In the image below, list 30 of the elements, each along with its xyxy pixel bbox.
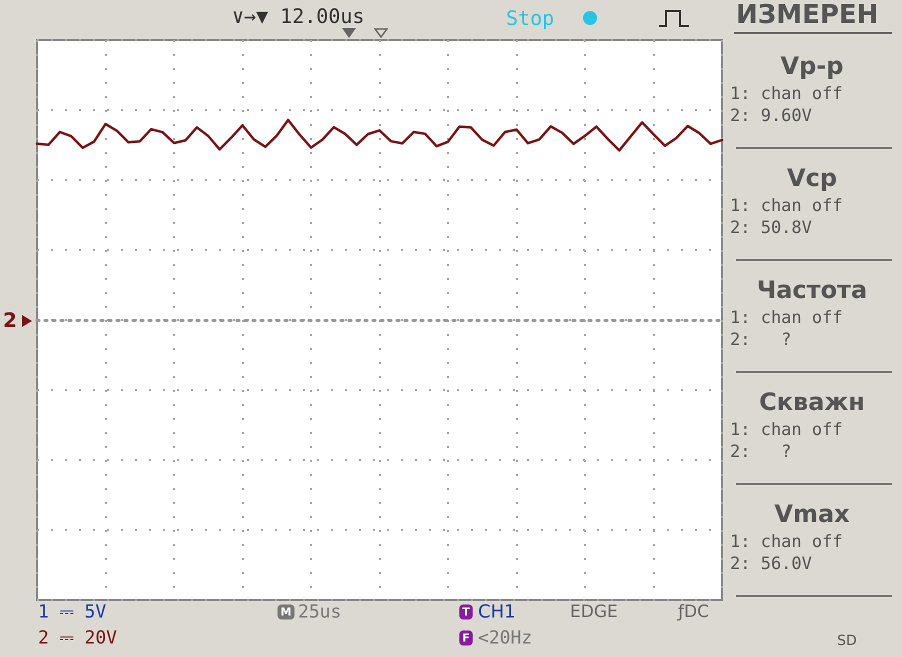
text: 1: chan off <box>730 84 843 104</box>
text: 25us <box>298 602 342 622</box>
text: ИЗМЕРЕН <box>736 0 878 30</box>
text: Частота <box>756 276 868 304</box>
text: ƒDC <box>676 602 709 622</box>
text: Stop <box>506 6 554 30</box>
text: 2: 50.8V <box>730 218 812 238</box>
text: Vp-p <box>780 52 844 80</box>
text: 1: chan off <box>730 308 843 328</box>
text: Vmax <box>774 500 850 528</box>
text: 2: 56.0V <box>730 554 812 574</box>
text: 1: chan off <box>730 532 843 552</box>
text: 2 ⎓ 20V <box>38 628 118 648</box>
text: <20Hz <box>478 628 532 648</box>
text: T <box>462 606 470 618</box>
text: CH1 <box>478 602 516 622</box>
text: 1: chan off <box>730 196 843 216</box>
text: 2: 9.60V <box>730 106 812 126</box>
text: M <box>280 606 292 618</box>
text: 1: chan off <box>730 420 843 440</box>
text: ∨→▼ 12.00us <box>232 4 364 28</box>
text: Скважн <box>759 388 865 416</box>
text: 2: ? <box>730 442 792 462</box>
text: EDGE <box>570 602 618 622</box>
text: F <box>462 632 470 644</box>
text: Vcp <box>787 164 837 192</box>
text: 2: ? <box>730 330 792 350</box>
text: SD <box>837 633 857 649</box>
text: 1 ⎓ 5V <box>38 602 106 622</box>
text: 2 <box>3 308 17 332</box>
